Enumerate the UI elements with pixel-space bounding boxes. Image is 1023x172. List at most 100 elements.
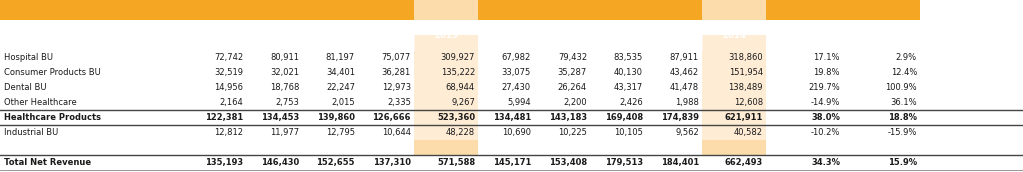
Text: 3Q13: 3Q13: [317, 30, 343, 40]
Bar: [702, 0, 766, 20]
Text: 80,911: 80,911: [270, 53, 299, 62]
Bar: [414, 65, 478, 80]
Text: 2,335: 2,335: [387, 98, 411, 107]
Bar: [702, 110, 766, 125]
Text: 137,310: 137,310: [373, 158, 411, 167]
Text: 139,860: 139,860: [317, 113, 355, 122]
Text: 19.8%: 19.8%: [813, 68, 840, 77]
Text: Total Net Revenue: Total Net Revenue: [4, 158, 91, 167]
Text: 621,911: 621,911: [724, 113, 763, 122]
Text: 22,247: 22,247: [326, 83, 355, 92]
Text: 318,860: 318,860: [728, 53, 763, 62]
Text: 2013 x 2014: 2013 x 2014: [858, 38, 904, 44]
Bar: [414, 35, 478, 50]
Bar: [414, 140, 478, 155]
Text: 138,489: 138,489: [728, 83, 763, 92]
Bar: [0, 0, 190, 20]
Text: 43,317: 43,317: [614, 83, 643, 92]
Text: 12.4%: 12.4%: [891, 68, 917, 77]
Text: 36,281: 36,281: [382, 68, 411, 77]
Bar: [702, 65, 766, 80]
Text: Healthcare Products: Healthcare Products: [4, 113, 101, 122]
Text: 75,077: 75,077: [382, 53, 411, 62]
Text: -15.9%: -15.9%: [888, 128, 917, 137]
Text: 134,481: 134,481: [493, 113, 531, 122]
Bar: [0, 140, 1023, 155]
Text: 68,944: 68,944: [446, 83, 475, 92]
Text: 9,562: 9,562: [675, 128, 699, 137]
Bar: [0, 95, 1023, 110]
Text: 3Q14: 3Q14: [606, 30, 631, 40]
Text: Other Healthcare: Other Healthcare: [4, 98, 77, 107]
Text: 151,954: 151,954: [728, 68, 763, 77]
Text: 10,225: 10,225: [559, 128, 587, 137]
Text: 152,655: 152,655: [316, 158, 355, 167]
Bar: [302, 0, 358, 20]
Text: 48,228: 48,228: [446, 128, 475, 137]
Bar: [534, 0, 590, 20]
Text: 1,988: 1,988: [675, 98, 699, 107]
Text: -14.9%: -14.9%: [810, 98, 840, 107]
Text: 5,994: 5,994: [507, 98, 531, 107]
Text: 2,426: 2,426: [619, 98, 643, 107]
Text: 11,977: 11,977: [270, 128, 299, 137]
Text: 2,015: 2,015: [331, 98, 355, 107]
Text: 169,408: 169,408: [605, 113, 643, 122]
Text: 2,200: 2,200: [564, 98, 587, 107]
Text: 87,911: 87,911: [670, 53, 699, 62]
Bar: [414, 95, 478, 110]
Bar: [0, 50, 1023, 65]
Text: 12,973: 12,973: [382, 83, 411, 92]
Text: 18.8%: 18.8%: [888, 113, 917, 122]
Text: Industrial BU: Industrial BU: [4, 128, 58, 137]
Text: 35,287: 35,287: [558, 68, 587, 77]
Text: 179,513: 179,513: [605, 158, 643, 167]
Text: Variation: Variation: [787, 25, 822, 31]
Text: 40,582: 40,582: [733, 128, 763, 137]
Bar: [414, 140, 478, 155]
Text: 40,130: 40,130: [614, 68, 643, 77]
Text: 79,432: 79,432: [558, 53, 587, 62]
Bar: [0, 80, 1023, 95]
Text: 135,222: 135,222: [441, 68, 475, 77]
Text: Hospital BU: Hospital BU: [4, 53, 53, 62]
Text: 2014: 2014: [722, 30, 746, 40]
Text: 4Q13 x 4Q14: 4Q13 x 4Q14: [781, 38, 829, 44]
Text: 2Q13: 2Q13: [261, 30, 286, 40]
Text: 126,666: 126,666: [372, 113, 411, 122]
Text: 174,839: 174,839: [661, 113, 699, 122]
Text: 219.7%: 219.7%: [808, 83, 840, 92]
Text: 4Q14: 4Q14: [661, 30, 686, 40]
Text: 2Q14: 2Q14: [549, 30, 575, 40]
Text: 18,768: 18,768: [270, 83, 299, 92]
Bar: [702, 80, 766, 95]
Text: 153,408: 153,408: [549, 158, 587, 167]
Text: 2,164: 2,164: [219, 98, 243, 107]
Bar: [702, 125, 766, 140]
Text: 12,795: 12,795: [326, 128, 355, 137]
Text: 81,197: 81,197: [326, 53, 355, 62]
Text: 38.0%: 38.0%: [811, 113, 840, 122]
Bar: [414, 80, 478, 95]
Text: 12,608: 12,608: [733, 98, 763, 107]
Text: 32,519: 32,519: [214, 68, 243, 77]
Bar: [766, 0, 843, 20]
Bar: [646, 0, 702, 20]
Text: 2.9%: 2.9%: [896, 53, 917, 62]
Bar: [0, 65, 1023, 80]
Text: 32,021: 32,021: [270, 68, 299, 77]
Text: 145,171: 145,171: [493, 158, 531, 167]
Text: 1Q13: 1Q13: [206, 30, 230, 40]
Bar: [414, 50, 478, 65]
Text: 43,462: 43,462: [670, 68, 699, 77]
Text: 34,401: 34,401: [326, 68, 355, 77]
Bar: [0, 35, 1023, 50]
Bar: [414, 0, 478, 20]
Text: 83,535: 83,535: [614, 53, 643, 62]
Text: 17.1%: 17.1%: [813, 53, 840, 62]
Text: 72,742: 72,742: [214, 53, 243, 62]
Bar: [414, 125, 478, 140]
Text: 26,264: 26,264: [558, 83, 587, 92]
Text: 10,644: 10,644: [382, 128, 411, 137]
Text: 100.9%: 100.9%: [885, 83, 917, 92]
